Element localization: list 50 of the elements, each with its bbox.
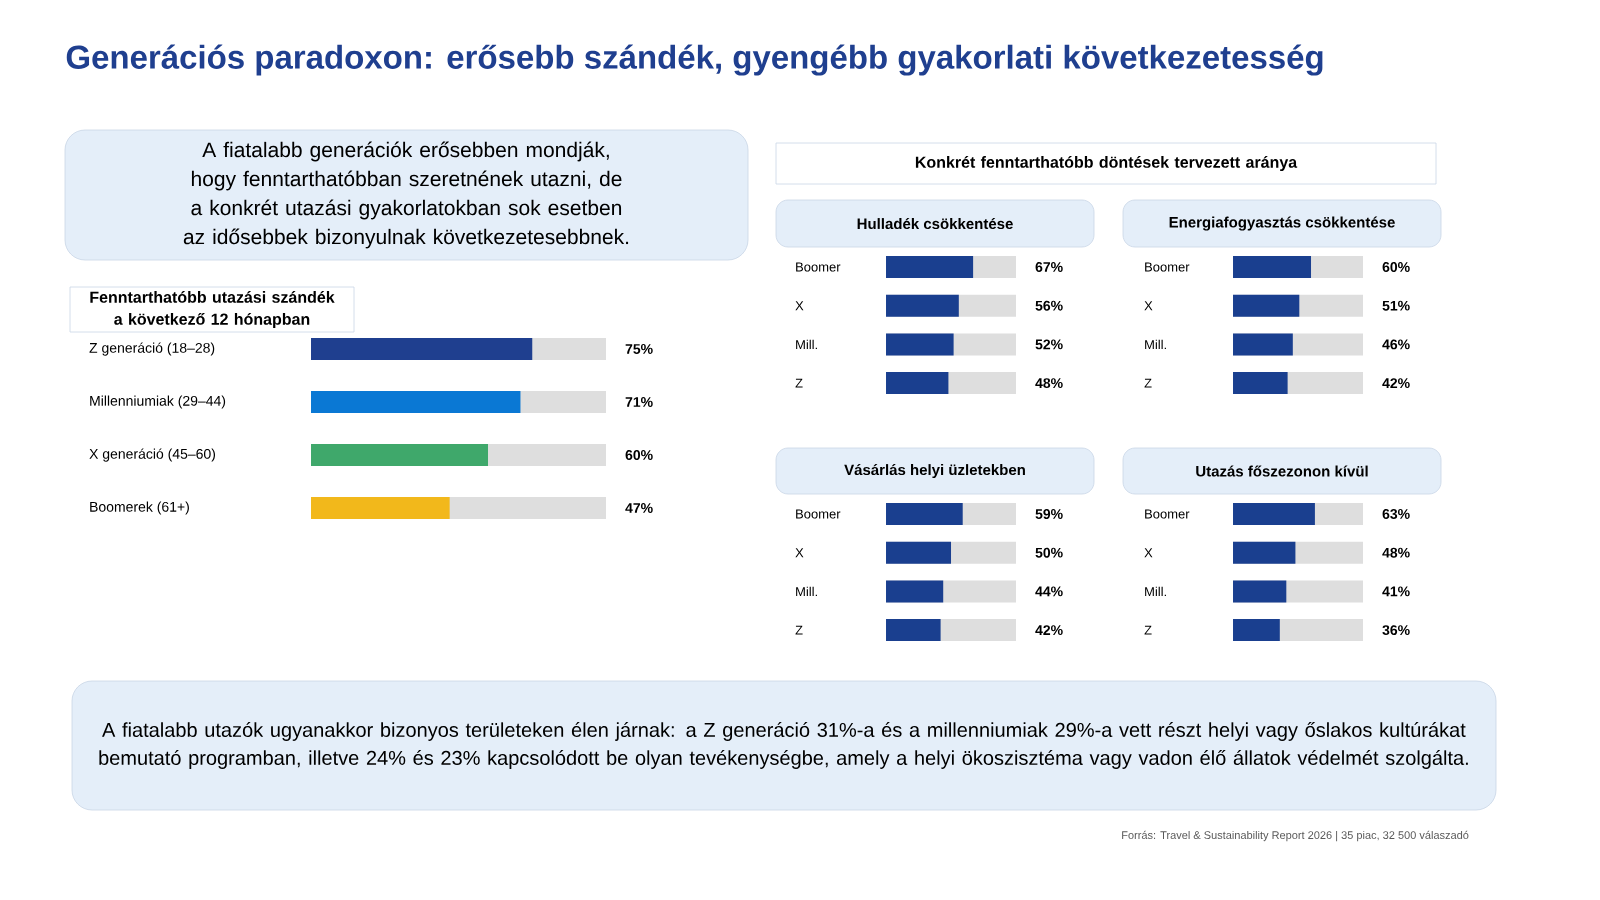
chart-title: Energiafogyasztás csökkentése (1169, 216, 1395, 231)
y-tick-label: Millenniumiak (29–44) (90, 395, 226, 409)
y-tick-label: Mill. (1145, 586, 1166, 597)
y-tick-label: X (795, 301, 804, 311)
data-label: 42% (1035, 625, 1063, 636)
data-label: 41% (1382, 586, 1410, 597)
data-label: 56% (1035, 300, 1063, 311)
data-label: 60% (625, 450, 653, 460)
chart-title: Utazás főszezonon kívül (1196, 465, 1368, 477)
data-label: 50% (1035, 547, 1063, 558)
chart-title: Fenntarthatóbb utazási szándék a következő 12 hónapban (90, 290, 335, 329)
chart-title: Vásárlás helyi üzletekben (844, 463, 1025, 479)
data-label: 52% (1035, 339, 1063, 350)
data-label: 36% (1382, 625, 1410, 636)
y-tick-label: Z (795, 378, 803, 388)
data-label: 75% (625, 344, 653, 354)
data-label: 63% (1382, 509, 1410, 519)
y-tick-label: Boomer (796, 509, 841, 519)
y-tick-label: Boomer (1145, 509, 1190, 519)
text: Konkrét fenntarthatóbb döntések tervezett aránya (915, 155, 1298, 172)
y-tick-label: Mill. (1145, 339, 1166, 350)
data-label: 51% (1382, 300, 1410, 311)
text: Forrás: Travel & Sustainability Report 2026 | 35 piac, 32 500 válaszadó (1122, 830, 1469, 842)
y-tick-label: X (1144, 548, 1153, 558)
y-tick-label: X (1144, 301, 1153, 311)
y-tick-label: X (795, 548, 804, 558)
text: A fiatalabb utazók ugyanakkor bizonyos területeken élen járnak: a Z generáció 31%-a és a millenniumiak 29%-a vett részt helyi vagy őslakos kultúrákat bemutató programban, illetve 24% és 23% kapcsolódott be olyan tevékenységbe, amely a helyi ökoszisztéma vagy vadon élő állatok védelmét szolgálta. (99, 722, 1468, 769)
data-label: 67% (1035, 262, 1063, 272)
y-tick-label: Z generáció (18–28) (89, 342, 215, 356)
data-label: 46% (1382, 339, 1410, 350)
text: Generációs paradoxon: erősebb szándék, gyengébb gyakorlati következetesség (66, 44, 1323, 76)
y-tick-label: Z (1144, 625, 1152, 635)
y-tick-label: Z (1144, 378, 1152, 388)
data-label: 48% (1382, 547, 1410, 558)
data-label: 48% (1035, 378, 1063, 389)
chart-title: Hulladék csökkentése (857, 217, 1013, 230)
data-label: 59% (1035, 509, 1063, 519)
data-label: 60% (1382, 262, 1410, 272)
y-tick-label: Mill. (796, 586, 817, 597)
data-label: 42% (1382, 378, 1410, 389)
y-tick-label: Z (795, 625, 803, 635)
y-tick-label: Boomer (1145, 262, 1190, 272)
data-label: 44% (1035, 586, 1063, 597)
y-tick-label: Boomer (796, 262, 841, 272)
y-tick-label: X generáció (45–60) (89, 448, 216, 462)
y-tick-label: Boomerek (61+) (90, 501, 189, 515)
text: A fiatalabb generációk erősebben mondják, hogy fenntarthatóbban szeretnének utazni, de a konkrét utazási gyakorlatokban sok esetben az idősebbek bizonyulnak következetesebbnek. (183, 141, 629, 249)
y-tick-label: Mill. (796, 339, 817, 350)
data-label: 71% (625, 397, 653, 407)
data-label: 47% (625, 503, 653, 513)
